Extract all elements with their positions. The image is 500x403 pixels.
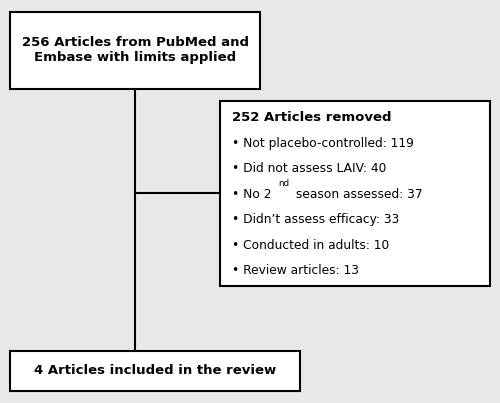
Text: • Did not assess LAIV: 40: • Did not assess LAIV: 40	[232, 162, 387, 175]
Text: • Didn’t assess efficacy: 33: • Didn’t assess efficacy: 33	[232, 213, 400, 226]
Text: nd: nd	[278, 179, 289, 188]
Text: • Not placebo-controlled: 119: • Not placebo-controlled: 119	[232, 137, 414, 150]
Text: season assessed: 37: season assessed: 37	[292, 188, 423, 201]
Text: • Conducted in adults: 10: • Conducted in adults: 10	[232, 239, 390, 251]
Text: 256 Articles from PubMed and
Embase with limits applied: 256 Articles from PubMed and Embase with…	[22, 36, 248, 64]
FancyBboxPatch shape	[10, 12, 260, 89]
FancyBboxPatch shape	[10, 351, 300, 391]
Text: • No 2: • No 2	[232, 188, 272, 201]
Text: • Review articles: 13: • Review articles: 13	[232, 264, 360, 277]
Text: 252 Articles removed: 252 Articles removed	[232, 111, 392, 124]
Text: 4 Articles included in the review: 4 Articles included in the review	[34, 364, 276, 377]
FancyBboxPatch shape	[220, 101, 490, 286]
